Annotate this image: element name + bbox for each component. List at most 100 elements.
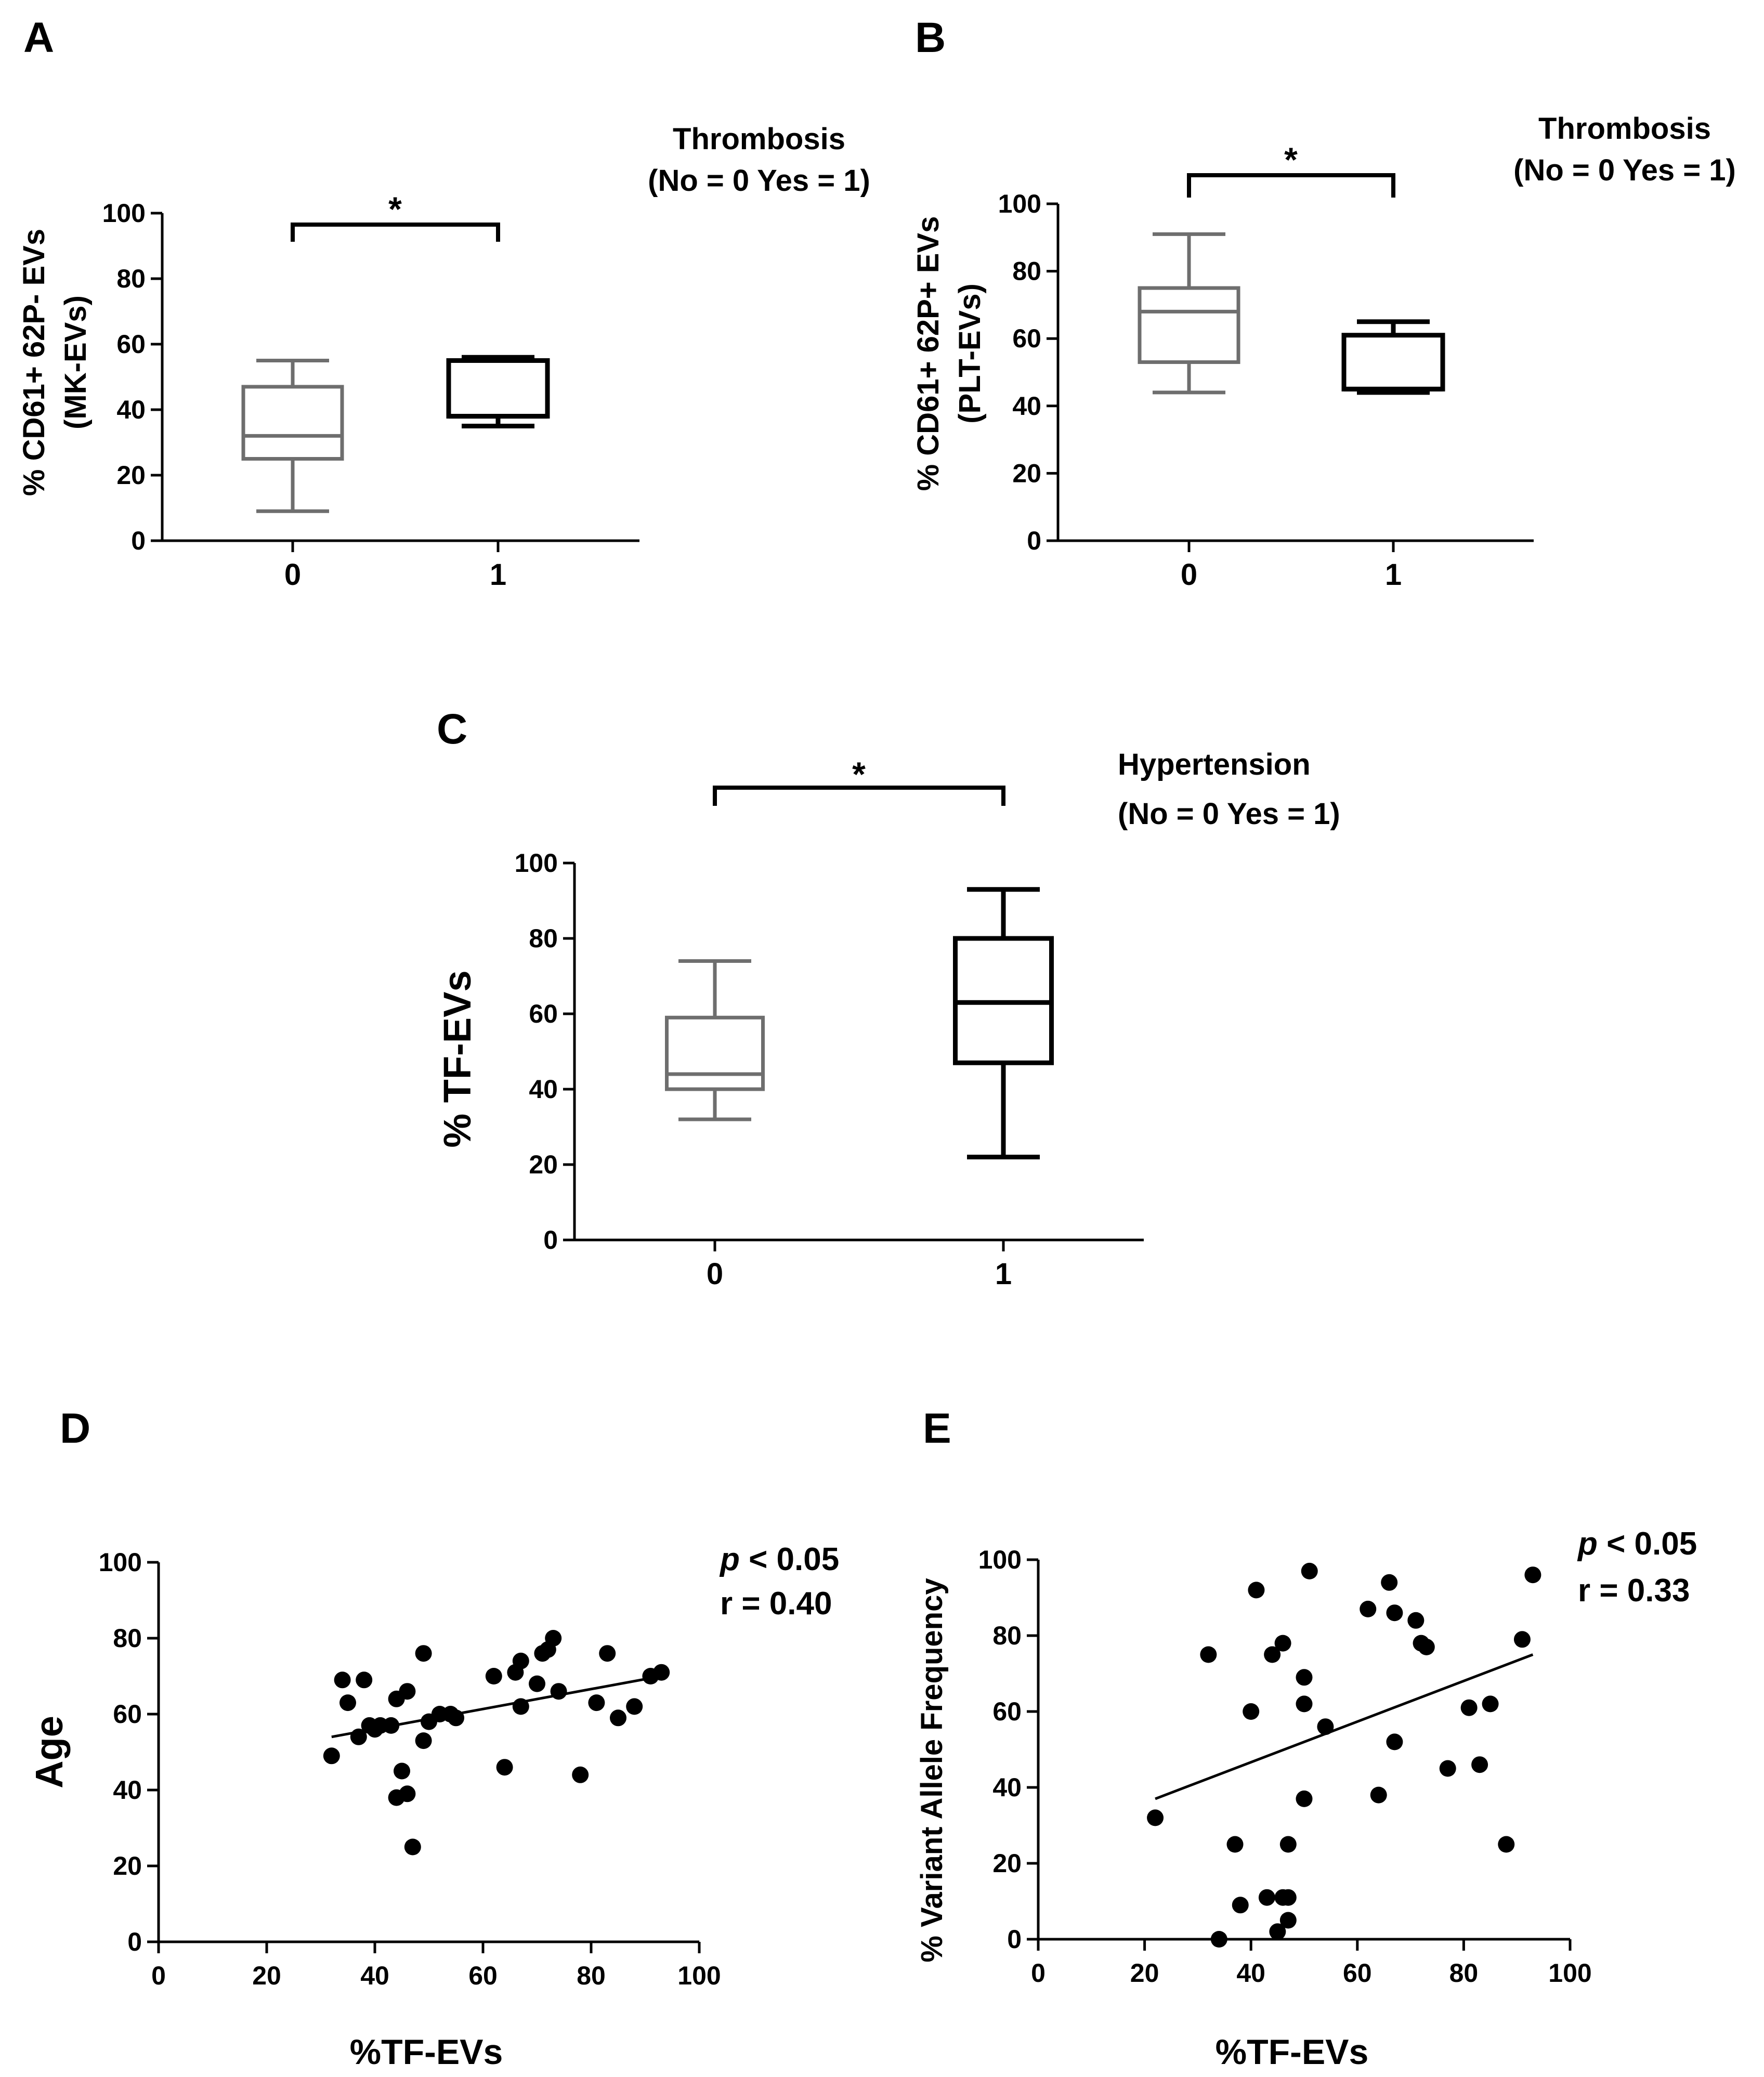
panel-a-ylabel-line2: (MK-EVs) bbox=[59, 295, 93, 429]
panel-d-data-point bbox=[572, 1766, 589, 1783]
panel-d-data-point bbox=[415, 1732, 432, 1749]
panel-c-ytick-label: 40 bbox=[529, 1075, 558, 1104]
panel-e-data-point bbox=[1296, 1695, 1313, 1713]
panel-c-boxes bbox=[665, 887, 1054, 1159]
panel-d-data-point bbox=[448, 1709, 464, 1727]
panel-d-ytick-label: 40 bbox=[113, 1775, 142, 1805]
panel-b-ytick-label: 40 bbox=[1012, 391, 1041, 421]
panel-d-data-point bbox=[383, 1717, 400, 1734]
panel-e-data-point bbox=[1381, 1574, 1398, 1591]
panel-c-ytick-label: 100 bbox=[515, 848, 558, 878]
panel-a-significance-bracket bbox=[291, 223, 500, 242]
panel-a-ytick-label: 40 bbox=[116, 395, 146, 424]
panel-d-xtick-label: 100 bbox=[677, 1961, 721, 1990]
panel-d-ytick-label: 100 bbox=[99, 1548, 142, 1577]
panel-d-data-point bbox=[404, 1838, 421, 1856]
panel-a-ytick-label: 20 bbox=[116, 461, 146, 490]
panel-d-ytick-label: 0 bbox=[127, 1927, 142, 1956]
panel-c-xtick-label: 0 bbox=[707, 1257, 723, 1291]
panel-d-data-point bbox=[588, 1694, 605, 1712]
panel-a-ytick-label: 80 bbox=[116, 264, 146, 293]
panel-c-ylabel: % TF-EVs bbox=[436, 970, 479, 1147]
panel-d-data-point bbox=[323, 1747, 340, 1765]
panel-d-xtick-label: 40 bbox=[360, 1961, 389, 1990]
panel-e-data-point bbox=[1513, 1631, 1531, 1648]
panel-c-ytick-label: 0 bbox=[543, 1225, 558, 1255]
panel-d-data-point bbox=[394, 1762, 410, 1780]
panel-d-ylabel: Age bbox=[28, 1716, 71, 1788]
panel-a-ytick-label: 60 bbox=[116, 330, 146, 359]
panel-e-data-point bbox=[1274, 1635, 1291, 1652]
panel-e-data-point bbox=[1524, 1566, 1541, 1584]
panel-d-data-point bbox=[399, 1785, 416, 1802]
panel-e-ytick-label: 80 bbox=[992, 1621, 1022, 1650]
panel-e-data-point bbox=[1360, 1600, 1377, 1617]
panel-d-xlabel: %TF-EVs bbox=[350, 2032, 503, 2072]
panel-b-ytick-label: 20 bbox=[1012, 459, 1041, 488]
panel-a-legend-codes: (No = 0 Yes = 1) bbox=[648, 164, 870, 198]
panel-c-ytick-label: 80 bbox=[529, 924, 558, 953]
panel-e-marks bbox=[1147, 1562, 1541, 1948]
panel-e-xtick-label: 80 bbox=[1449, 1958, 1479, 1988]
panel-b-ytick-label: 100 bbox=[998, 189, 1041, 218]
panel-e-data-point bbox=[1370, 1786, 1387, 1804]
panel-e-label: E bbox=[923, 1405, 951, 1452]
panel-d-p-threshold: < 0.05 bbox=[740, 1542, 839, 1577]
panel-e-p-symbol: p bbox=[1577, 1526, 1598, 1562]
panel-d-data-point bbox=[356, 1671, 373, 1689]
panel-e-data-point bbox=[1269, 1923, 1286, 1940]
panel-e-p-value: p < 0.05 bbox=[1577, 1526, 1697, 1562]
panel-e-data-point bbox=[1232, 1897, 1249, 1914]
panel-e: E % Variant Allele Frequency %TF-EVs p <… bbox=[915, 1405, 1697, 2072]
panel-e-data-point bbox=[1264, 1646, 1281, 1663]
panel-e-ytick-label: 20 bbox=[992, 1849, 1022, 1878]
panel-c-xtick-label: 1 bbox=[995, 1257, 1012, 1291]
panel-e-data-point bbox=[1248, 1582, 1265, 1599]
panel-b-ylabel-line2: (PLT-EVs) bbox=[953, 283, 987, 424]
panel-d-axes: 0 20 40 60 80 100 0 20 40 60 80 100 bbox=[99, 1548, 721, 1990]
panel-c-legend-title: Hypertension bbox=[1118, 748, 1311, 781]
panel-c-significance-bracket bbox=[713, 786, 1005, 806]
panel-d-ytick-label: 80 bbox=[113, 1624, 142, 1653]
panel-e-data-point bbox=[1386, 1604, 1403, 1622]
panel-e-r-value: r = 0.33 bbox=[1578, 1573, 1690, 1609]
panel-d-data-point bbox=[529, 1675, 545, 1692]
panel-e-regression-line bbox=[1155, 1653, 1534, 1800]
panel-e-ytick-label: 0 bbox=[1007, 1925, 1022, 1954]
panel-b-xtick-label: 0 bbox=[1181, 558, 1197, 592]
panel-e-data-point bbox=[1471, 1756, 1488, 1773]
panel-e-xlabel: %TF-EVs bbox=[1216, 2032, 1369, 2072]
panel-e-data-point bbox=[1498, 1836, 1515, 1853]
panel-d: D Age %TF-EVs p < 0.05 r = 0.40 0 20 40 60 8… bbox=[28, 1405, 839, 2072]
panel-e-xtick-label: 100 bbox=[1548, 1958, 1591, 1988]
panel-a-legend-title: Thrombosis bbox=[673, 122, 845, 156]
panel-e-data-point bbox=[1407, 1612, 1425, 1629]
panel-b: B Thrombosis (No = 0 Yes = 1) % CD61+ 62… bbox=[911, 14, 1736, 592]
panel-d-p-value: p < 0.05 bbox=[719, 1542, 839, 1577]
panel-e-ytick-label: 100 bbox=[978, 1545, 1022, 1574]
panel-c-ytick-label: 60 bbox=[529, 999, 558, 1028]
panel-d-data-point bbox=[485, 1668, 502, 1684]
panel-e-data-point bbox=[1226, 1836, 1244, 1853]
panel-e-axes: 0 20 40 60 80 100 0 20 40 60 80 100 bbox=[978, 1545, 1592, 1988]
panel-e-data-point bbox=[1301, 1562, 1318, 1579]
panel-d-data-point bbox=[550, 1683, 567, 1700]
panel-e-data-point bbox=[1460, 1699, 1478, 1716]
panel-d-ytick-label: 20 bbox=[113, 1851, 142, 1880]
panel-c: C Hypertension (No = 0 Yes = 1) % TF-EVs… bbox=[436, 706, 1340, 1291]
panel-e-data-point bbox=[1147, 1809, 1164, 1826]
panel-d-marks bbox=[323, 1630, 670, 1856]
panel-c-axes: 0 20 40 60 80 100 0 1 bbox=[515, 848, 1144, 1291]
panel-d-data-point bbox=[512, 1652, 529, 1669]
panel-e-xtick-label: 60 bbox=[1343, 1958, 1372, 1988]
panel-e-data-point bbox=[1296, 1669, 1313, 1686]
panel-e-ylabel: % Variant Allele Frequency bbox=[915, 1578, 949, 1962]
panel-a-box-1-iqr bbox=[446, 358, 550, 419]
panel-a-ytick-label: 0 bbox=[131, 526, 146, 555]
panel-e-data-point bbox=[1279, 1836, 1297, 1853]
panel-d-label: D bbox=[60, 1405, 90, 1452]
panel-d-data-point bbox=[610, 1709, 626, 1727]
panel-a-axes: 0 20 40 60 80 100 0 1 bbox=[102, 199, 639, 592]
panel-e-data-point bbox=[1243, 1703, 1260, 1720]
